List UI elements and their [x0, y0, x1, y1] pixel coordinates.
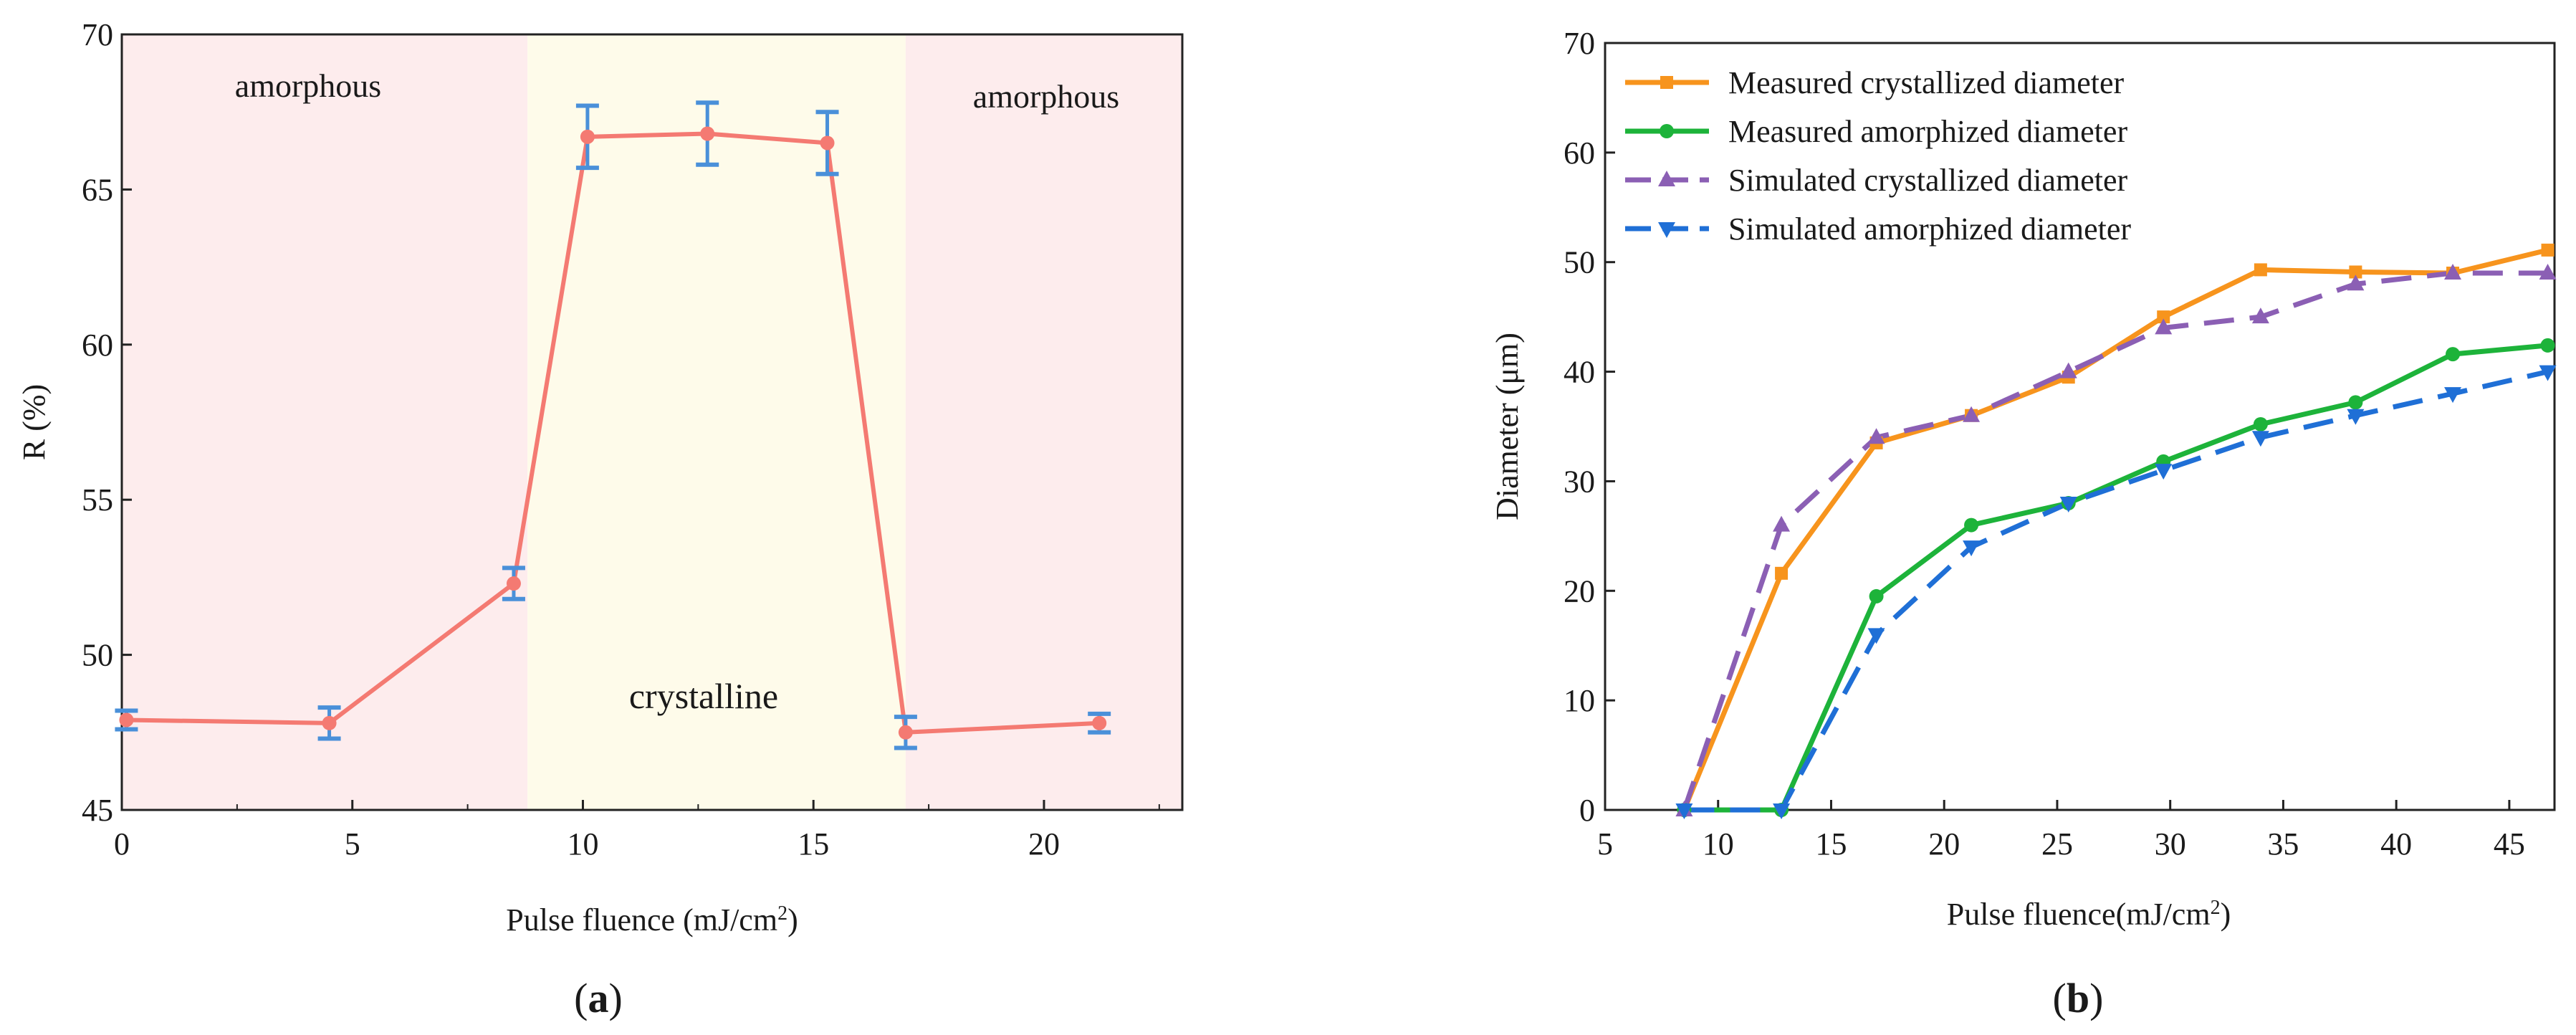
panel-b-x-tick-label: 25 [2041, 826, 2073, 862]
panel-a-region-label-amorphous-left: amorphous [235, 67, 381, 104]
panel-b-data-point-0 [1775, 566, 1789, 580]
panel-b-data-point-2 [2444, 264, 2462, 280]
panel-a-x-tick-label: 10 [567, 826, 598, 862]
legend-swatch-marker-1 [1660, 124, 1674, 138]
panel-b-data-point-2 [2251, 307, 2269, 324]
panel-a-x-tick-label: 15 [798, 826, 829, 862]
panel-b-data-point-1 [2540, 338, 2555, 353]
panel-b-series-line-0 [1682, 247, 2549, 811]
panel-b-x-axis-label: Pulse fluence(mJ/cm2) [1947, 897, 2231, 933]
panel-b-data-point-3 [1773, 803, 1791, 819]
panel-b-series-line-3 [1684, 369, 2549, 813]
panel-a-data-point [322, 715, 337, 730]
panel-b-data-point-3 [2444, 387, 2462, 404]
panel-b-data-point-2 [2539, 264, 2557, 280]
panel-b-caption: (b) [2053, 975, 2104, 1021]
legend-entry-label: Measured crystallized diameter [1728, 65, 2125, 100]
panel-b-data-point-3 [2059, 497, 2077, 512]
panel-a-region-2 [905, 34, 1182, 810]
panel-a-region-0 [122, 34, 528, 810]
panel-b-data-point-3 [2539, 365, 2557, 381]
panel-b-data-point-2 [2059, 362, 2077, 378]
panel-a-data-point [898, 725, 913, 740]
panel-b-x-tick-label: 5 [1597, 826, 1613, 862]
legend-swatch-marker-0 [1660, 76, 1673, 89]
panel-a-x-tick-label: 20 [1028, 826, 1060, 862]
panel-b-data-point-2 [1963, 406, 1981, 422]
panel-a-caption: (a) [574, 975, 623, 1021]
panel-b-x-tick-label: 40 [2380, 826, 2412, 862]
panel-b-x-tick-label: 20 [1928, 826, 1960, 862]
panel-a-plot-frame [120, 33, 1184, 811]
panel-b-data-point-3 [2251, 431, 2269, 447]
panel-b-x-tick-label: 15 [1815, 826, 1847, 862]
panel-a-data-point [820, 135, 835, 151]
panel-b-y-tick-label: 70 [1564, 26, 1595, 61]
panel-b-chart: 5 10 15 20 25 30 35 40 45 0 10 20 30 40 50 60 70 Measure… [1490, 26, 2557, 1021]
legend-swatch-marker-2 [1658, 171, 1675, 186]
panel-a-data-point [580, 129, 595, 144]
panel-b-data-point-2 [2347, 275, 2365, 291]
panel-b-series-line-2 [1682, 270, 2548, 811]
panel-a-y-axis-label: R (%) [16, 384, 52, 460]
panel-b-data-point-1 [2446, 347, 2461, 362]
panel-a-y-tick-label: 45 [82, 793, 113, 828]
panel-a-series-line [126, 131, 1100, 735]
panel-a-x-tick-label: 5 [345, 826, 360, 862]
panel-b-legend: Measured crystallized diameter Measured a… [1625, 65, 2131, 247]
panel-b-data-point-2 [1773, 515, 1791, 532]
panel-a-y-tick-label: 50 [82, 638, 113, 673]
panel-b-plot-frame [1604, 42, 2556, 811]
panel-a-y-tick-label: 55 [82, 482, 113, 518]
panel-b-x-tick-label: 30 [2155, 826, 2186, 862]
panel-b-data-point-3 [1867, 628, 1885, 644]
panel-b-data-point-1 [2253, 416, 2268, 431]
panel-b-data-point-2 [2155, 318, 2173, 335]
legend-swatch-marker-3 [1658, 222, 1675, 238]
panel-b-data-point-0 [2349, 265, 2362, 279]
panel-a-region-label-crystalline: crystalline [629, 676, 778, 716]
panel-a-y-tick-label: 60 [82, 328, 113, 363]
panel-b-series-line-1 [1684, 343, 2548, 813]
panel-b-data-point-2 [1867, 428, 1885, 444]
panel-b-x-tick-label: 35 [2267, 826, 2299, 862]
legend-entry-label: Simulated crystallized diameter [1728, 163, 2127, 198]
panel-a-x-tick-label: 0 [114, 826, 130, 862]
panel-b-y-tick-label: 60 [1564, 135, 1595, 171]
panel-b-data-point-1 [2348, 395, 2363, 410]
panel-b-data-point-0 [2157, 310, 2170, 324]
panel-b-data-point-3 [1675, 803, 1693, 819]
panel-b-data-point-0 [2254, 263, 2267, 277]
panel-a-data-point [506, 576, 521, 591]
panel-b-y-tick-label: 20 [1564, 573, 1595, 609]
panel-a-x-axis-label: Pulse fluence (mJ/cm2) [506, 902, 798, 938]
panel-a-region-label-amorphous-right: amorphous [973, 78, 1119, 115]
panel-b-y-tick-label: 10 [1564, 683, 1595, 718]
panel-b-x-tick-label: 10 [1703, 826, 1734, 862]
panel-b-y-tick-label: 50 [1564, 245, 1595, 280]
panel-a-data-point [700, 126, 715, 141]
panel-b-data-point-1 [1869, 588, 1884, 604]
panel-b-data-point-3 [1963, 540, 1981, 557]
panel-b-y-tick-label: 40 [1564, 355, 1595, 390]
panel-a-data-point [119, 712, 134, 728]
legend-entry-label: Simulated amorphized diameter [1728, 211, 2131, 247]
panel-a-y-tick-label: 65 [82, 172, 113, 207]
panel-b-y-tick-label: 0 [1579, 793, 1595, 828]
panel-a-data-point [1092, 715, 1107, 730]
panel-b-y-tick-label: 30 [1564, 464, 1595, 499]
panel-b-data-point-1 [1964, 518, 1979, 533]
panel-a-y-tick-label: 70 [82, 17, 113, 52]
panel-b-data-point-0 [2541, 243, 2555, 257]
panel-b-data-point-3 [2155, 464, 2173, 480]
legend-entry-label: Measured amorphized diameter [1728, 114, 2127, 149]
panel-b-x-tick-label: 45 [2494, 826, 2525, 862]
panel-b-y-axis-label: Diameter (μm) [1490, 333, 1525, 520]
panel-b-data-point-3 [2347, 409, 2365, 425]
panel-a-chart: 0 5 10 15 20 45 50 55 60 65 70 amorphous crystalli… [16, 17, 1184, 1021]
